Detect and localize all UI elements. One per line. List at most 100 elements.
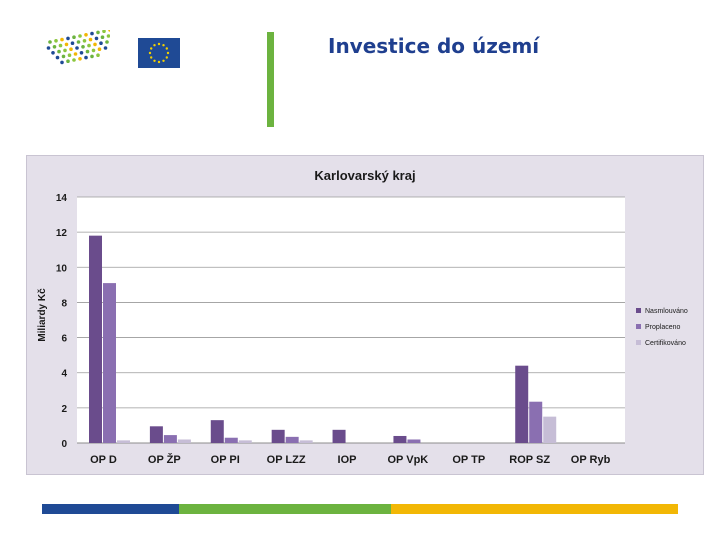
logo-dot <box>60 60 64 65</box>
logo-dot <box>88 37 93 42</box>
logo-dot <box>96 53 100 57</box>
logo-dot <box>72 35 76 39</box>
logo-dot <box>46 46 51 50</box>
bar <box>529 401 543 443</box>
logo-dot <box>66 59 70 63</box>
title-divider <box>267 32 274 127</box>
footer-band-green <box>179 504 391 514</box>
logo-dot <box>84 55 88 60</box>
logo-dot <box>100 35 105 39</box>
bar <box>103 283 116 443</box>
logo-dot <box>61 54 66 59</box>
eu-star <box>153 44 156 47</box>
bar <box>299 440 313 443</box>
eu-star <box>162 44 165 47</box>
logo-dot <box>54 39 58 43</box>
bar <box>332 429 346 443</box>
bar <box>271 429 285 443</box>
y-tick-label: 8 <box>61 298 67 309</box>
logo-dot <box>96 30 100 35</box>
bar <box>407 439 421 443</box>
bar <box>163 435 177 443</box>
y-axis-label: Miliardy Kč <box>37 288 48 342</box>
footer-color-band <box>42 504 678 514</box>
eu-star <box>157 60 161 64</box>
logo-dot <box>58 43 63 48</box>
legend-swatch <box>636 324 641 329</box>
bar <box>89 235 102 443</box>
eu-star <box>150 47 153 50</box>
logo-dot <box>66 36 70 41</box>
bar <box>543 416 557 443</box>
logo-dot <box>76 40 81 44</box>
x-tick-label: OP PI <box>211 454 240 466</box>
logo-dot <box>69 47 73 51</box>
bar-chart: Karlovarský kraj Miliardy Kč 0 2 4 6 8 10 12 14… <box>37 168 688 466</box>
logo-dot <box>64 42 69 47</box>
bar <box>515 365 529 443</box>
logo-dot <box>99 41 103 45</box>
eu-star <box>157 42 161 46</box>
footer-band-blue <box>42 504 179 514</box>
eu-star <box>153 59 156 62</box>
x-tick-label: ROP SZ <box>509 454 550 466</box>
bar <box>224 437 238 443</box>
bar <box>177 439 191 443</box>
eu-star <box>166 51 170 55</box>
logo-dot <box>73 52 78 56</box>
plot-area <box>77 197 625 443</box>
bar <box>285 436 299 443</box>
y-tick-label: 4 <box>61 369 67 380</box>
logo-dot <box>97 47 102 51</box>
logo-dot <box>91 48 96 53</box>
bar <box>117 440 130 443</box>
logo-dot <box>48 40 52 44</box>
logo-dot <box>70 41 75 45</box>
eu-star <box>150 56 153 59</box>
logo-dots <box>46 30 110 65</box>
logo-dot <box>72 58 76 62</box>
legend-label: Proplaceno <box>645 324 681 331</box>
footer-band-yellow <box>391 504 678 514</box>
dot-grid-logo-icon <box>46 30 110 65</box>
logo-dot <box>93 42 97 47</box>
legend-swatch <box>636 340 641 345</box>
logo-dot <box>106 34 110 38</box>
slide-title: Investice do území <box>328 34 540 58</box>
logo-dot <box>84 33 88 37</box>
logo-dot <box>52 45 57 49</box>
eu-star <box>165 56 168 59</box>
logo-dot <box>82 39 87 43</box>
logo-dot <box>75 46 79 50</box>
y-tick-label: 6 <box>61 334 67 345</box>
logo-dot <box>103 46 108 50</box>
logo-dot <box>94 36 99 41</box>
logo-dot <box>67 53 72 57</box>
x-tick-label: OP VpK <box>388 454 429 466</box>
x-tick-label: IOP <box>338 454 357 466</box>
logo-dot <box>85 49 90 54</box>
bar <box>149 426 163 443</box>
y-tick-label: 14 <box>56 193 68 204</box>
logo-dot <box>57 49 61 54</box>
y-tick-labels: 0 2 4 6 8 10 12 14 <box>56 193 68 450</box>
legend-swatch <box>636 308 641 313</box>
y-tick-label: 10 <box>56 263 68 274</box>
eu-star <box>165 47 168 50</box>
logo-dot <box>63 48 67 53</box>
logo-dot <box>90 54 94 59</box>
eu-flag-icon <box>138 38 180 68</box>
x-tick-labels: OP D OP ŽP OP PI OP LZZ IOP OP VpK OP TP ROP SZ… <box>90 453 611 466</box>
x-tick-label: OP Ryb <box>571 454 611 466</box>
x-tick-label: OP ŽP <box>148 453 181 466</box>
chart-title: Karlovarský kraj <box>314 168 415 183</box>
legend-label: Certifikováno <box>645 340 686 347</box>
logo-dot <box>81 45 85 49</box>
logo-dot <box>87 43 91 48</box>
bar <box>393 435 407 443</box>
logo-dot <box>105 40 109 44</box>
bar <box>210 420 224 443</box>
logo-dot <box>90 31 94 36</box>
y-tick-label: 12 <box>56 228 68 239</box>
bars <box>89 235 557 443</box>
